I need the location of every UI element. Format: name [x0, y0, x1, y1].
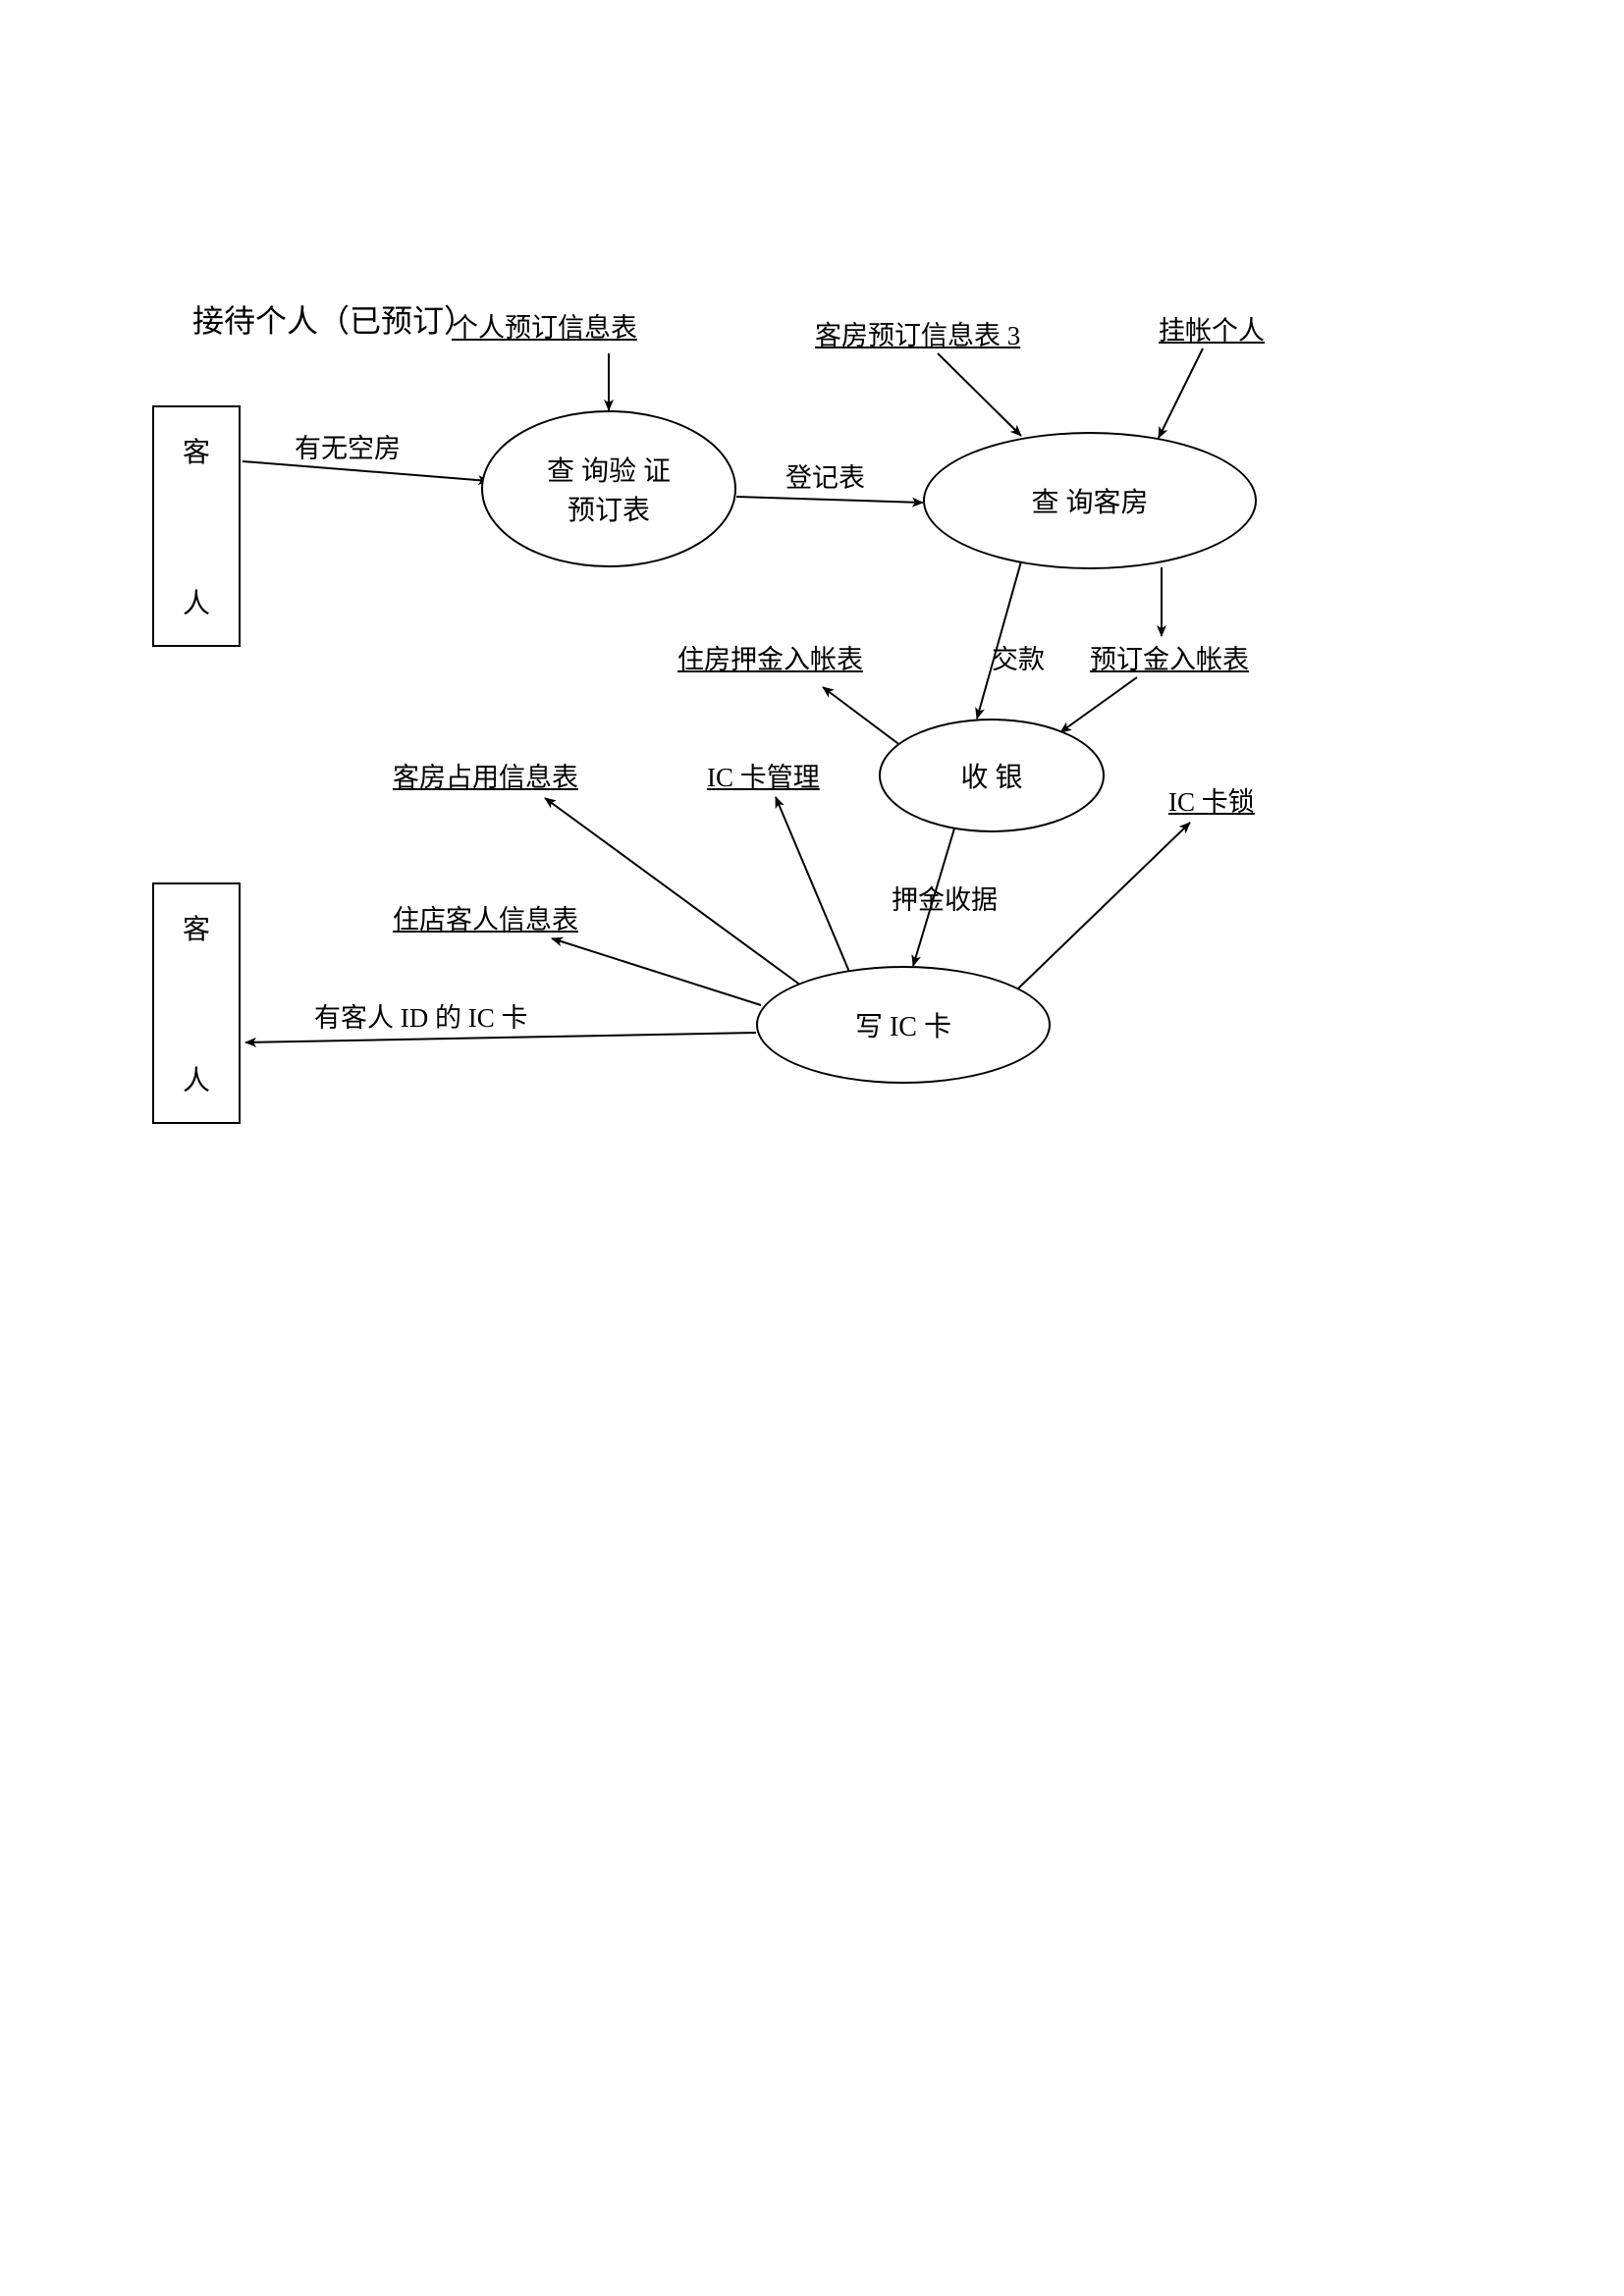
entity-label: 人 — [183, 582, 210, 621]
entity-label: 人 — [183, 1059, 210, 1098]
edge — [1017, 823, 1190, 989]
entity-label: 客 — [183, 908, 210, 947]
flow-label-pay: 交款 — [992, 643, 1045, 677]
datastore-deposit-in: 预订金入帐表 — [1090, 643, 1249, 677]
process-label: 预订表 — [568, 489, 650, 528]
process-label: 查 询验 证 — [547, 450, 671, 489]
diagram-title: 接待个人（已预订） — [192, 301, 475, 343]
edge — [545, 798, 801, 986]
process-verify-booking: 查 询验 证 预订表 — [481, 410, 736, 567]
edge — [552, 938, 761, 1005]
datastore-guest-info: 住店客人信息表 — [393, 903, 578, 937]
entity-guest-2: 客 人 — [152, 882, 241, 1124]
entity-guest-1: 客 人 — [152, 405, 241, 647]
edge — [977, 561, 1021, 719]
edge — [938, 353, 1021, 436]
edge — [1159, 348, 1203, 438]
edge — [1060, 677, 1137, 732]
flow-label-vacant: 有无空房 — [295, 432, 401, 466]
process-label: 写 IC 卡 — [855, 1005, 951, 1044]
datastore-room-booking-3: 客房预订信息表 3 — [815, 319, 1020, 353]
process-label: 收 银 — [960, 756, 1022, 795]
flow-label-register: 登记表 — [785, 461, 865, 496]
edge — [736, 497, 923, 503]
process-label: 查 询客房 — [1031, 481, 1148, 520]
edges-layer — [0, 0, 1624, 2296]
datastore-individual-booking: 个人预订信息表 — [452, 311, 637, 346]
datastore-room-occupy: 客房占用信息表 — [393, 761, 578, 795]
edge — [823, 687, 901, 746]
datastore-ic-lock: IC 卡锁 — [1168, 785, 1255, 820]
process-cashier: 收 银 — [879, 719, 1105, 832]
datastore-ic-manage: IC 卡管理 — [707, 761, 820, 795]
flow-label-receipt: 押金收据 — [892, 883, 998, 918]
edge — [776, 797, 849, 972]
dfd-canvas: 接待个人（已预订） 客 人 客 人 查 询验 证 预订表 查 询客房 收 银 写… — [0, 0, 1624, 2296]
entity-label: 客 — [183, 431, 210, 470]
datastore-housing-deposit: 住房押金入帐表 — [677, 643, 863, 677]
flow-label-ic-card-id: 有客人 ID 的 IC 卡 — [314, 1001, 528, 1036]
process-write-ic: 写 IC 卡 — [756, 966, 1051, 1084]
datastore-credit-individual: 挂帐个人 — [1159, 314, 1265, 348]
process-query-room: 查 询客房 — [923, 432, 1257, 569]
